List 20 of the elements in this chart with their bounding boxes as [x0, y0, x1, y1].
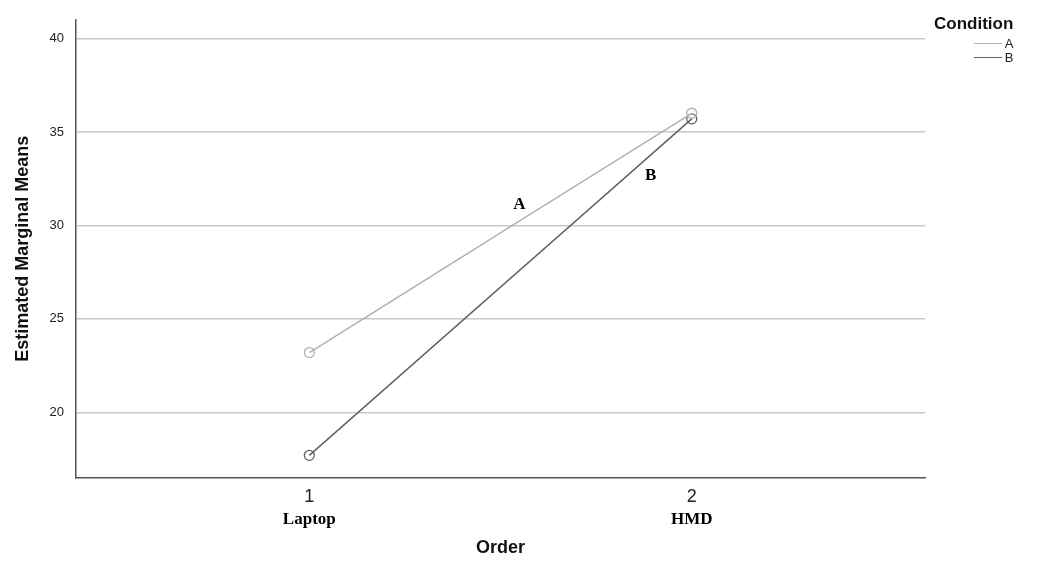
y-tick-label: 25: [49, 310, 65, 326]
text: Laptop: [282, 508, 336, 528]
point: [686, 113, 698, 125]
text: HMD: [670, 508, 713, 528]
y-tick-label: 20: [49, 403, 65, 419]
y-tick-label: 35: [49, 123, 65, 139]
point: [303, 449, 315, 462]
y-tick-label: 40: [49, 30, 65, 46]
y-axis-title: Estimated Marginal Means: [11, 135, 32, 362]
y-tick-label: 30: [49, 217, 65, 233]
legend-label: B: [1004, 49, 1014, 65]
annotation: B: [645, 165, 657, 185]
legend-title: Condition: [934, 14, 1014, 34]
legend-label: A: [1004, 35, 1014, 51]
x-axis-title: Order: [476, 537, 526, 558]
point: [303, 346, 315, 359]
x-tick-label: 1: [304, 485, 315, 506]
annotation: A: [513, 193, 527, 213]
point: [686, 107, 698, 119]
x-tick-label: 2: [686, 485, 697, 506]
